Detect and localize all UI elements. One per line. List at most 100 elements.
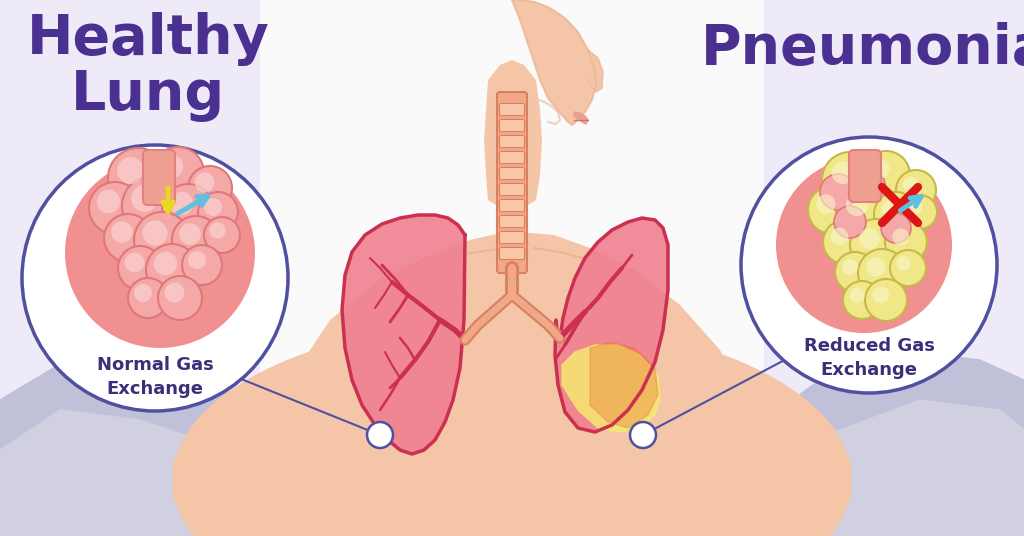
Polygon shape (574, 112, 588, 124)
Circle shape (890, 250, 926, 286)
Circle shape (165, 282, 184, 302)
Circle shape (872, 286, 889, 303)
Circle shape (160, 155, 183, 178)
Polygon shape (764, 350, 1024, 536)
Circle shape (882, 200, 899, 217)
FancyBboxPatch shape (500, 183, 524, 196)
Circle shape (172, 216, 220, 264)
Circle shape (112, 221, 133, 243)
FancyBboxPatch shape (500, 120, 524, 131)
Polygon shape (588, 50, 603, 92)
Circle shape (188, 166, 232, 210)
Circle shape (896, 256, 910, 271)
Bar (764, 0, 1024, 536)
Circle shape (846, 194, 868, 216)
Circle shape (843, 281, 881, 319)
Circle shape (188, 251, 206, 269)
Circle shape (858, 249, 906, 297)
Circle shape (125, 252, 144, 272)
Circle shape (198, 192, 238, 232)
Circle shape (892, 228, 909, 245)
Polygon shape (342, 215, 465, 454)
Circle shape (204, 217, 240, 253)
Polygon shape (0, 410, 260, 536)
Circle shape (118, 246, 162, 290)
Circle shape (823, 220, 867, 264)
Circle shape (741, 137, 997, 393)
Circle shape (146, 244, 198, 296)
Circle shape (22, 145, 288, 411)
Polygon shape (512, 0, 596, 125)
Circle shape (881, 213, 911, 243)
Circle shape (630, 422, 656, 448)
Circle shape (865, 279, 907, 321)
Text: Healthy
Lung: Healthy Lung (27, 12, 269, 122)
Polygon shape (484, 60, 542, 212)
Circle shape (195, 173, 214, 192)
Circle shape (816, 195, 836, 214)
Circle shape (836, 184, 892, 240)
Circle shape (850, 219, 902, 271)
FancyBboxPatch shape (849, 150, 881, 202)
Circle shape (870, 159, 890, 178)
Circle shape (859, 228, 880, 249)
Circle shape (154, 252, 177, 275)
Circle shape (209, 222, 225, 239)
Circle shape (204, 198, 222, 216)
FancyBboxPatch shape (497, 92, 527, 273)
Circle shape (122, 176, 182, 236)
FancyBboxPatch shape (500, 103, 524, 115)
Circle shape (131, 185, 158, 212)
Circle shape (776, 157, 952, 333)
Polygon shape (764, 400, 1024, 536)
FancyBboxPatch shape (500, 152, 524, 163)
Circle shape (822, 152, 878, 208)
Bar (0, 0, 260, 536)
FancyBboxPatch shape (500, 199, 524, 212)
Text: Normal Gas
Exchange: Normal Gas Exchange (96, 356, 213, 398)
Circle shape (896, 170, 936, 210)
Circle shape (909, 201, 923, 214)
FancyBboxPatch shape (500, 136, 524, 147)
Circle shape (808, 186, 856, 234)
Circle shape (830, 228, 848, 245)
Circle shape (134, 212, 190, 268)
Circle shape (834, 206, 866, 238)
Circle shape (128, 278, 168, 318)
Text: Pneumonia: Pneumonia (701, 22, 1024, 76)
Circle shape (104, 214, 152, 262)
Circle shape (108, 148, 168, 208)
Circle shape (117, 157, 144, 184)
FancyBboxPatch shape (500, 232, 524, 243)
Circle shape (134, 284, 152, 302)
Circle shape (97, 190, 120, 213)
Circle shape (89, 182, 141, 234)
Circle shape (850, 288, 865, 303)
Circle shape (831, 162, 854, 184)
Circle shape (862, 151, 910, 199)
Polygon shape (0, 340, 260, 536)
FancyBboxPatch shape (143, 150, 175, 205)
FancyBboxPatch shape (500, 167, 524, 180)
Circle shape (855, 170, 885, 200)
Circle shape (842, 259, 858, 275)
Circle shape (835, 252, 874, 292)
Circle shape (903, 195, 937, 229)
Circle shape (885, 221, 927, 263)
Circle shape (874, 192, 918, 236)
FancyBboxPatch shape (500, 215, 524, 227)
Ellipse shape (172, 320, 852, 536)
Circle shape (866, 257, 886, 277)
Circle shape (158, 276, 202, 320)
FancyBboxPatch shape (500, 248, 524, 259)
Polygon shape (555, 218, 668, 432)
Circle shape (170, 192, 194, 215)
Polygon shape (280, 232, 750, 536)
Circle shape (820, 174, 856, 210)
Circle shape (65, 158, 255, 348)
Circle shape (152, 147, 204, 199)
Circle shape (182, 245, 222, 285)
Circle shape (367, 422, 393, 448)
Circle shape (179, 223, 201, 245)
Polygon shape (562, 345, 660, 432)
